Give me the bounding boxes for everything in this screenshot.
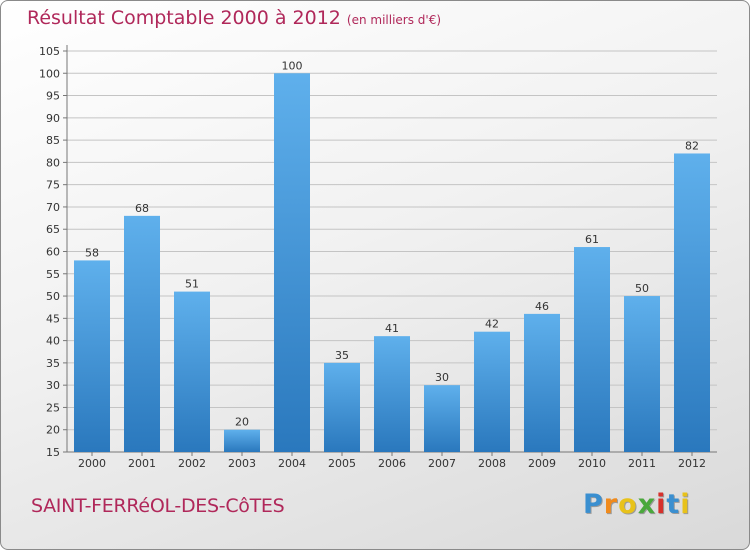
bar-2011 (624, 296, 660, 452)
data-label-2010: 61 (585, 233, 599, 246)
logo-letter: x (637, 489, 657, 520)
logo-letter: t (666, 489, 681, 520)
bar-2012 (674, 153, 710, 452)
x-tick-label-2004: 2004 (278, 457, 306, 470)
bar-2009 (524, 313, 560, 452)
labels: 15 20 25 30 35 40 45 50 55 60 65 70 75 80 85 90 95 100 105… (39, 45, 706, 470)
data-label-2001: 68 (135, 202, 149, 215)
x-tick-label-2007: 2007 (428, 457, 456, 470)
x-tick-label-2011: 2011 (628, 457, 656, 470)
logo-letter: i (656, 489, 667, 520)
y-tick-label-30: 30 (46, 379, 60, 392)
proxiti-logo: Proxiti (583, 489, 691, 520)
logo-letter: r (603, 489, 619, 520)
bar-2007 (424, 385, 460, 452)
bar-2001 (124, 215, 160, 452)
data-label-2009: 46 (535, 300, 549, 313)
y-tick-label-50: 50 (46, 290, 60, 303)
bar-2006 (374, 336, 410, 452)
x-tick-label-2009: 2009 (528, 457, 556, 470)
y-tick-label-65: 65 (46, 223, 60, 236)
x-tick-label-2000: 2000 (78, 457, 106, 470)
data-label-2007: 30 (435, 371, 449, 384)
y-tick-label-25: 25 (46, 401, 60, 414)
y-tick-label-105: 105 (39, 45, 60, 58)
data-label-2000: 58 (85, 246, 99, 259)
y-tick-label-85: 85 (46, 134, 60, 147)
y-tick-label-75: 75 (46, 179, 60, 192)
bar-2003 (224, 429, 260, 452)
data-label-2006: 41 (385, 322, 399, 335)
y-tick-label-100: 100 (39, 67, 60, 80)
data-label-2011: 50 (635, 282, 649, 295)
bar-2002 (174, 291, 210, 452)
y-tick-label-40: 40 (46, 335, 60, 348)
x-tick-label-2008: 2008 (478, 457, 506, 470)
logo-letter: i (680, 489, 691, 520)
y-tick-label-70: 70 (46, 201, 60, 214)
y-tick-label-35: 35 (46, 357, 60, 370)
y-tick-label-15: 15 (46, 446, 60, 459)
y-tick-label-45: 45 (46, 312, 60, 325)
data-label-2008: 42 (485, 318, 499, 331)
x-tick-label-2006: 2006 (378, 457, 406, 470)
chart-subtitle: (en milliers d'€) (346, 13, 442, 27)
bar-2004 (274, 73, 310, 453)
bar-2008 (474, 331, 510, 452)
y-tick-label-95: 95 (46, 90, 60, 103)
y-tick-label-80: 80 (46, 156, 60, 169)
logo-letter: o (618, 489, 638, 520)
commune-name: SAINT-FERRéOL-DES-CôTES (31, 495, 285, 517)
y-tick-label-20: 20 (46, 424, 60, 437)
bar-2000 (74, 260, 110, 452)
x-tick-label-2002: 2002 (178, 457, 206, 470)
data-label-2002: 51 (185, 278, 199, 291)
bar-2010 (574, 247, 610, 452)
logo-letter: P (583, 489, 604, 520)
data-label-2003: 20 (235, 416, 249, 429)
bar-2005 (324, 362, 360, 452)
data-label-2004: 100 (282, 59, 303, 72)
x-tick-label-2001: 2001 (128, 457, 156, 470)
x-tick-label-2012: 2012 (678, 457, 706, 470)
data-label-2005: 35 (335, 349, 349, 362)
chart-title-text: Résultat Comptable 2000 à 2012 (27, 7, 341, 29)
x-tick-label-2010: 2010 (578, 457, 606, 470)
y-tick-label-60: 60 (46, 246, 60, 259)
chart-title: Résultat Comptable 2000 à 2012 (en millie… (27, 7, 441, 29)
x-tick-label-2005: 2005 (328, 457, 356, 470)
y-tick-label-90: 90 (46, 112, 60, 125)
data-label-2012: 82 (685, 139, 699, 152)
x-tick-label-2003: 2003 (228, 457, 256, 470)
bars (74, 73, 710, 453)
y-tick-label-55: 55 (46, 268, 60, 281)
